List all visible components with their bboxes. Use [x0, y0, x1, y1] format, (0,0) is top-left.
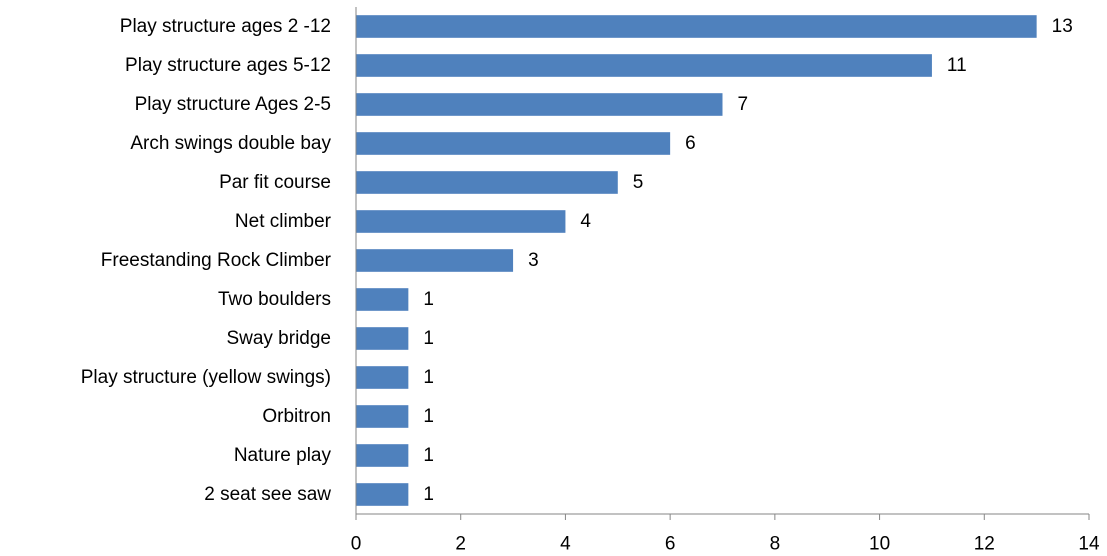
value-label-arch-swings-double-bay: 6	[685, 133, 696, 154]
category-label-net-climber: Net climber	[235, 211, 332, 232]
category-label-two-boulders: Two boulders	[218, 289, 331, 310]
category-label-arch-swings-double-bay: Arch swings double bay	[130, 133, 331, 154]
bar-play-structure-ages-2-5	[356, 93, 723, 116]
category-label-sway-bridge: Sway bridge	[226, 328, 331, 349]
bar-2-seat-see-saw	[356, 483, 409, 506]
x-axis: 0 2 4 6 8 10 12 14	[351, 513, 1100, 555]
x-tick-label-0: 0	[351, 534, 362, 555]
category-label-2-seat-see-saw: 2 seat see saw	[204, 484, 331, 505]
bar-par-fit-course	[356, 171, 618, 194]
value-label-play-structure-ages-5-12: 11	[947, 55, 967, 76]
value-label-freestanding-rock-climber: 3	[528, 250, 539, 271]
value-label-two-boulders: 1	[423, 289, 434, 310]
value-label-2-seat-see-saw: 1	[423, 484, 434, 505]
category-label-nature-play: Nature play	[234, 445, 332, 466]
value-label-play-structure-ages-2-12: 13	[1052, 16, 1073, 37]
bars-group	[356, 15, 1037, 506]
bar-arch-swings-double-bay	[356, 132, 671, 155]
bar-play-structure-ages-5-12	[356, 54, 932, 77]
bar-play-structure-ages-2-12	[356, 15, 1037, 38]
category-label-par-fit-course: Par fit course	[219, 172, 331, 193]
bar-play-structure-yellow-swings	[356, 366, 409, 389]
bar-sway-bridge	[356, 327, 409, 350]
value-label-nature-play: 1	[423, 445, 434, 466]
value-label-net-climber: 4	[580, 211, 591, 232]
category-label-play-structure-ages-5-12: Play structure ages 5-12	[125, 55, 331, 76]
category-label-orbitron: Orbitron	[262, 406, 331, 427]
x-tick-label-4: 4	[560, 534, 571, 555]
x-tick-label-14: 14	[1078, 534, 1100, 555]
x-tick-label-6: 6	[665, 534, 676, 555]
bar-net-climber	[356, 210, 566, 233]
category-labels: Play structure ages 2 -12 Play structure …	[81, 16, 332, 505]
category-label-play-structure-ages-2-5: Play structure Ages 2-5	[135, 94, 331, 115]
bar-nature-play	[356, 444, 409, 467]
bar-orbitron	[356, 405, 409, 428]
value-label-par-fit-course: 5	[633, 172, 644, 193]
bar-two-boulders	[356, 288, 409, 311]
value-label-play-structure-yellow-swings: 1	[423, 367, 434, 388]
value-label-orbitron: 1	[423, 406, 434, 427]
x-tick-label-8: 8	[770, 534, 781, 555]
value-label-play-structure-ages-2-5: 7	[738, 94, 749, 115]
x-tick-label-10: 10	[869, 534, 890, 555]
value-label-sway-bridge: 1	[423, 328, 434, 349]
x-tick-label-12: 12	[974, 534, 995, 555]
category-label-play-structure-yellow-swings: Play structure (yellow swings)	[81, 367, 331, 388]
category-label-freestanding-rock-climber: Freestanding Rock Climber	[101, 250, 332, 271]
x-tick-label-2: 2	[455, 534, 466, 555]
category-label-play-structure-ages-2-12: Play structure ages 2 -12	[120, 16, 331, 37]
bar-freestanding-rock-climber	[356, 249, 514, 272]
